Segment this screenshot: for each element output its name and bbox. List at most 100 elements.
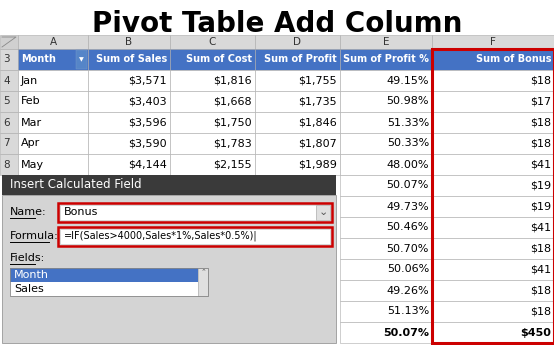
Bar: [170, 91, 255, 112]
Text: $18: $18: [530, 118, 551, 128]
Text: 8: 8: [3, 159, 9, 169]
Bar: [340, 196, 432, 217]
Bar: [18, 70, 88, 91]
Bar: [340, 112, 432, 133]
Bar: [2, 195, 336, 343]
Text: Fields:: Fields:: [10, 253, 45, 263]
Text: $3,590: $3,590: [129, 138, 167, 148]
Bar: [340, 35, 432, 49]
Bar: [340, 280, 432, 301]
Text: $18: $18: [530, 286, 551, 296]
Bar: [255, 70, 340, 91]
Text: 3: 3: [3, 55, 9, 65]
Bar: [170, 133, 255, 154]
Bar: [340, 49, 432, 70]
Bar: [432, 280, 554, 301]
Bar: [432, 91, 554, 112]
Text: Sum of Profit: Sum of Profit: [264, 55, 337, 65]
Text: E: E: [383, 37, 389, 47]
Text: ▼: ▼: [79, 57, 84, 62]
Text: 49.73%: 49.73%: [386, 201, 429, 211]
Text: 50.98%: 50.98%: [387, 97, 429, 107]
Text: 50.33%: 50.33%: [387, 138, 429, 148]
Text: =IF(Sales>4000,Sales*1%,Sales*0.5%)|: =IF(Sales>4000,Sales*1%,Sales*0.5%)|: [64, 231, 258, 241]
Text: 5: 5: [3, 97, 9, 107]
Bar: [0, 91, 18, 112]
Bar: [10, 268, 208, 296]
Text: $41: $41: [530, 265, 551, 275]
Bar: [432, 196, 554, 217]
Text: $3,571: $3,571: [129, 76, 167, 86]
Text: A: A: [49, 37, 57, 47]
Bar: [76, 50, 87, 69]
Bar: [88, 49, 170, 70]
Text: Month: Month: [14, 270, 49, 280]
Bar: [432, 154, 554, 175]
Text: 50.06%: 50.06%: [387, 265, 429, 275]
Text: Sales: Sales: [14, 284, 44, 294]
Bar: [18, 112, 88, 133]
Text: $2,155: $2,155: [213, 159, 252, 169]
Bar: [255, 91, 340, 112]
Bar: [18, 133, 88, 154]
Text: $17: $17: [530, 97, 551, 107]
Bar: [255, 112, 340, 133]
Bar: [340, 322, 432, 343]
Text: Jan: Jan: [21, 76, 38, 86]
Text: 48.00%: 48.00%: [387, 159, 429, 169]
Text: 49.26%: 49.26%: [386, 286, 429, 296]
Text: B: B: [125, 37, 132, 47]
Bar: [432, 70, 554, 91]
Bar: [18, 35, 88, 49]
Bar: [10, 282, 198, 296]
Bar: [432, 217, 554, 238]
Bar: [170, 154, 255, 175]
Bar: [170, 49, 255, 70]
Bar: [255, 35, 340, 49]
Text: C: C: [209, 37, 216, 47]
Text: 4: 4: [3, 76, 9, 86]
Text: 51.33%: 51.33%: [387, 118, 429, 128]
Text: Formula:: Formula:: [10, 231, 59, 241]
Bar: [0, 133, 18, 154]
Bar: [18, 154, 88, 175]
Text: $1,750: $1,750: [213, 118, 252, 128]
Text: $18: $18: [530, 306, 551, 316]
Bar: [340, 301, 432, 322]
Text: Sum of Profit %: Sum of Profit %: [343, 55, 429, 65]
Bar: [88, 133, 170, 154]
Text: $41: $41: [530, 159, 551, 169]
Bar: [255, 133, 340, 154]
Text: $1,668: $1,668: [213, 97, 252, 107]
Text: Name:: Name:: [10, 207, 47, 217]
Text: Pivot Table Add Column: Pivot Table Add Column: [92, 10, 462, 38]
Text: 6: 6: [3, 118, 9, 128]
Bar: [0, 112, 18, 133]
Bar: [340, 217, 432, 238]
Bar: [170, 35, 255, 49]
Text: ⌃: ⌃: [200, 268, 206, 275]
Text: F: F: [490, 37, 496, 47]
Bar: [18, 49, 88, 70]
Bar: [432, 35, 554, 49]
Text: Sum of Sales: Sum of Sales: [96, 55, 167, 65]
Bar: [88, 112, 170, 133]
Bar: [170, 70, 255, 91]
Text: 50.46%: 50.46%: [387, 223, 429, 233]
Bar: [255, 154, 340, 175]
Text: Insert Calculated Field: Insert Calculated Field: [10, 178, 142, 191]
Bar: [255, 49, 340, 70]
Text: 7: 7: [3, 138, 9, 148]
Bar: [0, 154, 18, 175]
Text: $19: $19: [530, 201, 551, 211]
Text: $18: $18: [530, 244, 551, 254]
Text: Apr: Apr: [21, 138, 40, 148]
Text: D: D: [294, 37, 301, 47]
Bar: [432, 49, 554, 70]
Text: 50.07%: 50.07%: [383, 327, 429, 337]
Text: $41: $41: [530, 223, 551, 233]
Bar: [432, 259, 554, 280]
Text: $18: $18: [530, 138, 551, 148]
Bar: [340, 91, 432, 112]
Text: $1,807: $1,807: [298, 138, 337, 148]
